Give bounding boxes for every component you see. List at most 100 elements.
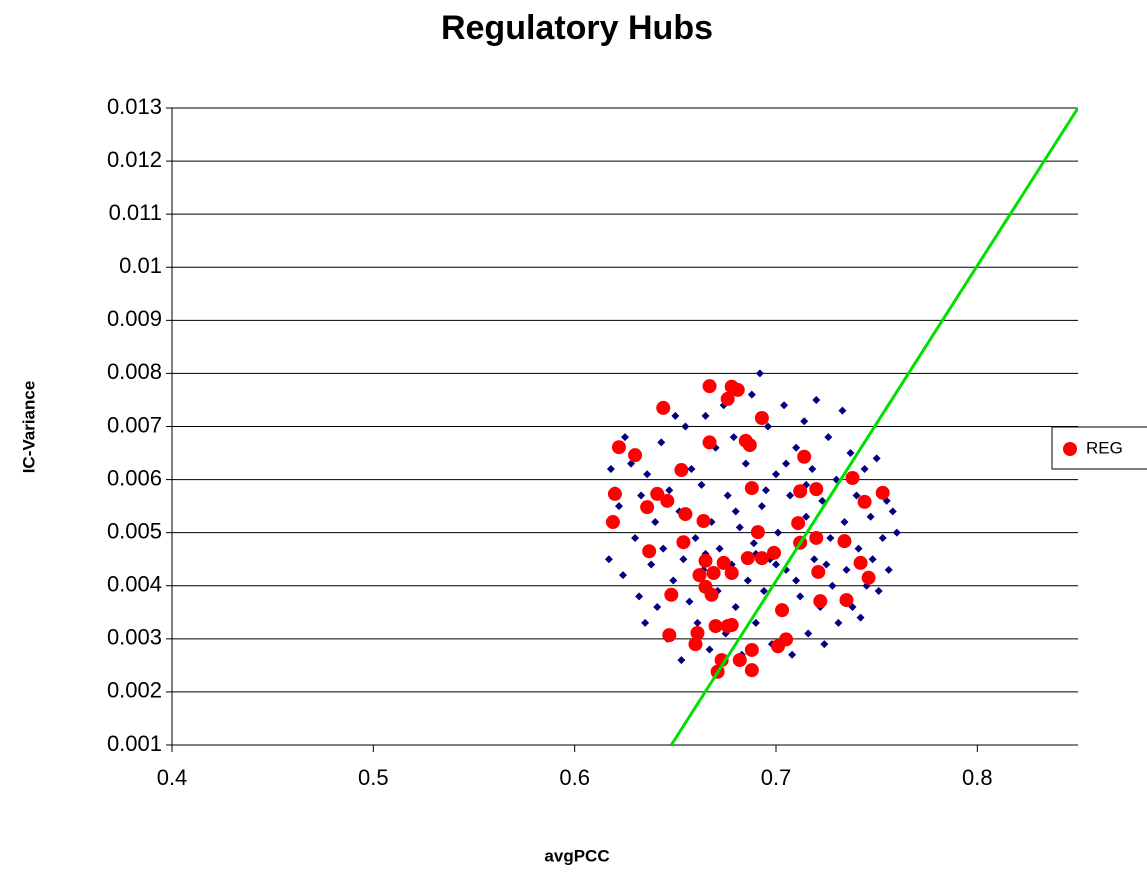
point (611, 440, 626, 455)
point (759, 587, 768, 596)
point (706, 566, 721, 581)
point (791, 516, 806, 531)
x-tick-label: 0.6 (559, 765, 590, 790)
point (724, 618, 739, 633)
point (720, 391, 735, 406)
point (828, 581, 837, 590)
point (701, 411, 710, 420)
point (810, 555, 819, 564)
y-tick-label: 0.004 (107, 572, 162, 597)
point (740, 551, 755, 566)
point (857, 494, 872, 509)
point (834, 618, 843, 627)
point (804, 629, 813, 638)
point (839, 593, 854, 608)
point (757, 502, 766, 511)
point (868, 555, 877, 564)
y-tick-label: 0.01 (119, 253, 162, 278)
trend-line (670, 107, 1078, 745)
point (809, 530, 824, 545)
point (692, 568, 707, 583)
y-tick-label: 0.013 (107, 94, 162, 119)
point (741, 459, 750, 468)
y-tick-label: 0.002 (107, 678, 162, 703)
point (853, 555, 868, 570)
point (793, 484, 808, 499)
point (797, 449, 812, 464)
point (878, 533, 887, 542)
point (780, 401, 789, 410)
point (846, 449, 855, 458)
point (800, 417, 809, 426)
point (731, 602, 740, 611)
point (716, 555, 731, 570)
y-tick-label: 0.007 (107, 412, 162, 437)
point (837, 534, 852, 549)
point (874, 587, 883, 596)
point (750, 525, 765, 540)
point (681, 422, 690, 431)
point (674, 463, 689, 478)
point (678, 507, 693, 522)
point (730, 382, 745, 397)
point (731, 507, 740, 516)
point (744, 481, 759, 496)
point (802, 512, 811, 521)
point (775, 603, 790, 618)
point (838, 406, 847, 415)
point (604, 555, 613, 564)
point (744, 663, 759, 678)
point (653, 602, 662, 611)
chart-title: Regulatory Hubs (441, 9, 713, 47)
point (811, 564, 826, 579)
point (676, 535, 691, 550)
point (852, 491, 861, 500)
point (685, 597, 694, 606)
point (664, 587, 679, 602)
point (637, 491, 646, 500)
y-tick-label: 0.005 (107, 518, 162, 543)
point (761, 486, 770, 495)
point (743, 576, 752, 585)
point (755, 369, 764, 378)
point (606, 464, 615, 473)
point (792, 576, 801, 585)
x-tick-label: 0.5 (358, 765, 389, 790)
point (605, 515, 620, 530)
point (732, 653, 747, 668)
point (872, 454, 881, 463)
point (660, 493, 675, 508)
point (656, 400, 671, 415)
point (774, 528, 783, 537)
point (735, 523, 744, 532)
point (742, 438, 757, 453)
point (651, 518, 660, 527)
point (861, 570, 876, 585)
point (754, 411, 769, 426)
point (772, 560, 780, 569)
point (690, 625, 705, 640)
x-axis-label: avgPCC (544, 846, 609, 865)
point (650, 486, 665, 501)
point (697, 480, 706, 489)
point (845, 470, 860, 485)
point (809, 482, 824, 497)
x-tick-label: 0.7 (761, 765, 792, 790)
point (641, 618, 650, 627)
point (714, 653, 729, 668)
point (705, 645, 714, 654)
point (779, 632, 794, 647)
point (772, 470, 780, 479)
point (723, 491, 732, 500)
point (875, 485, 890, 500)
y-tick-label: 0.003 (107, 625, 162, 650)
legend-marker (1063, 442, 1077, 456)
point (796, 592, 805, 601)
point (822, 560, 831, 569)
point (744, 642, 759, 657)
point (688, 637, 703, 652)
point (607, 486, 622, 501)
point (687, 464, 696, 473)
